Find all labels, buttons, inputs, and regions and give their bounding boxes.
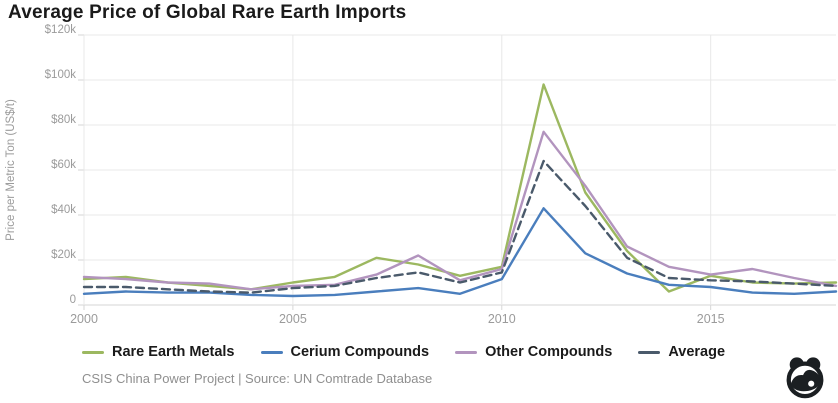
series-line-other-compounds xyxy=(82,130,838,291)
legend-swatch-icon xyxy=(638,350,661,354)
x-tick-label: 2005 xyxy=(279,312,307,326)
legend-label: Other Compounds xyxy=(485,344,613,360)
y-tick-label: $80k xyxy=(51,114,76,126)
y-tick-label: $60k xyxy=(51,159,76,171)
y-tick-label: $100k xyxy=(45,69,77,81)
legend-label: Average xyxy=(668,344,726,360)
x-tick-label: 2010 xyxy=(488,312,516,326)
series-line-average xyxy=(82,159,838,294)
x-tick-label: 2015 xyxy=(697,312,725,326)
legend-swatch-icon xyxy=(82,350,104,354)
y-tick-label: $120k xyxy=(45,24,77,36)
x-tick-label: 2000 xyxy=(70,312,98,326)
legend-item-rare-earth-metals[interactable]: Rare Earth Metals xyxy=(82,344,235,360)
line-chart-plot-area: $120k $100k $80k $60k $40k $20k 0 2000 2005 2010 2… xyxy=(5,24,838,326)
legend-label: Cerium Compounds xyxy=(290,344,430,360)
legend-label: Rare Earth Metals xyxy=(112,344,235,360)
chart-legend: Rare Earth Metals Cerium Compounds Other C… xyxy=(82,344,725,360)
y-tick-label: $40k xyxy=(51,204,76,216)
legend-swatch-icon xyxy=(455,350,478,354)
y-axis-title: Price per Metric Ton (US$/t) xyxy=(5,99,17,241)
chart-title: Average Price of Global Rare Earth Impor… xyxy=(8,2,407,23)
legend-item-cerium-compounds[interactable]: Cerium Compounds xyxy=(260,344,430,360)
y-tick-label: 0 xyxy=(70,294,76,306)
legend-swatch-icon xyxy=(260,350,283,354)
y-tick-label: $20k xyxy=(51,249,76,261)
legend-item-other-compounds[interactable]: Other Compounds xyxy=(455,344,612,360)
china-power-panda-logo[interactable] xyxy=(782,355,828,399)
source-credit: CSIS China Power Project | Source: UN Co… xyxy=(82,371,433,386)
legend-item-average[interactable]: Average xyxy=(638,344,725,360)
